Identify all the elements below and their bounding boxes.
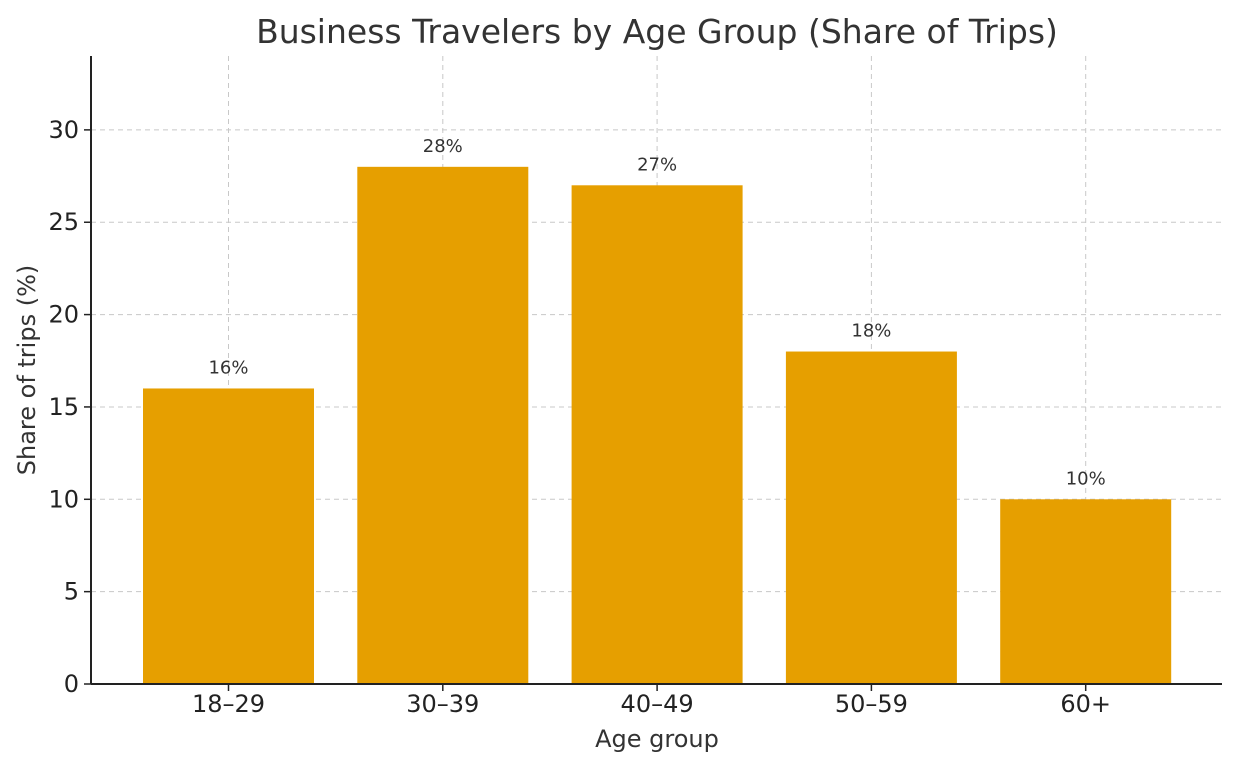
bars (143, 166, 1172, 684)
bar-4 (785, 351, 957, 684)
x-tick-label: 50–59 (835, 690, 908, 718)
y-tick-label: 20 (48, 301, 79, 329)
y-tick-label: 10 (48, 485, 79, 513)
bar-data-label: 18% (851, 321, 891, 342)
bar-data-label: 10% (1066, 468, 1106, 489)
y-axis-label: Share of trips (%) (13, 265, 41, 476)
bar-1 (143, 388, 314, 684)
data-labels: 16% 28% 27% 18% 10% (208, 136, 1105, 489)
x-axis-ticks: 18–29 30–39 40–49 50–59 60+ (192, 684, 1111, 718)
y-tick-label: 30 (48, 116, 79, 144)
y-tick-label: 25 (48, 208, 79, 236)
bar-3 (571, 185, 743, 684)
bar-data-label: 28% (423, 136, 463, 157)
x-tick-label: 60+ (1060, 690, 1111, 718)
y-tick-label: 15 (48, 393, 79, 421)
x-tick-label: 40–49 (621, 690, 694, 718)
bar-2 (357, 166, 529, 684)
bar-data-label: 16% (208, 357, 248, 378)
bar-data-label: 27% (637, 154, 677, 175)
y-axis-ticks: 0 5 10 15 20 25 30 (48, 116, 91, 698)
x-axis-label: Age group (595, 725, 719, 753)
x-tick-label: 30–39 (406, 690, 479, 718)
y-tick-label: 5 (64, 578, 79, 606)
y-tick-label: 0 (64, 670, 79, 698)
bar-5 (1000, 499, 1172, 684)
x-tick-label: 18–29 (192, 690, 265, 718)
chart-title: Business Travelers by Age Group (Share o… (256, 12, 1058, 51)
